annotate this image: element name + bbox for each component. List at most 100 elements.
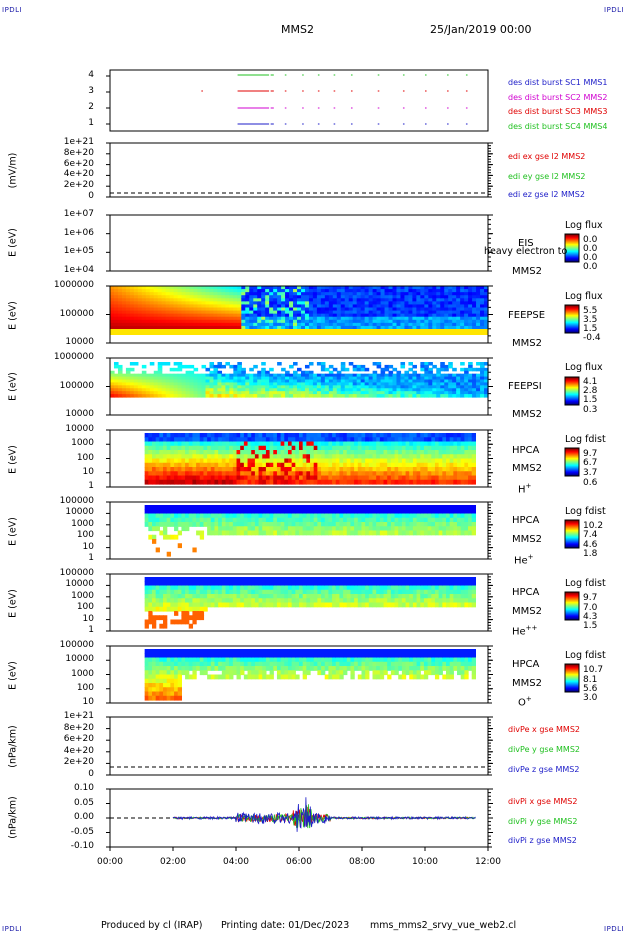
date-title: 25/Jan/2019 00:00: [430, 23, 532, 36]
hpca-he-panel-ytick-1: 10000: [65, 507, 94, 518]
hpca-he-cbar-title: Log fdist: [565, 506, 606, 517]
hpca-he2-spectrogram: [144, 577, 476, 629]
hpca-h-sc-label: MMS2: [512, 463, 542, 474]
hpca-o-panel-ytick-4: 10: [82, 697, 94, 707]
hpca-h-panel-ytick-1: 1000: [71, 438, 94, 449]
divpi-series-2: [172, 797, 476, 832]
eis-cbar-title: Log flux: [565, 220, 603, 231]
hpca-he2-panel-ytick-5: 1: [88, 625, 94, 635]
hpca-he-spectrogram-frame-over: [109, 501, 489, 560]
hpca-he-cbar-v2: 4.6: [583, 540, 598, 550]
feepsi-cbar-v0: 4.1: [583, 377, 598, 387]
hpca-he-charge: +: [527, 553, 534, 561]
hpca-he2-species: He++: [512, 624, 537, 637]
legend-edi-ez: edi ez gse l2 MMS2: [508, 190, 585, 199]
hpca-h-charge: +: [525, 482, 532, 490]
divpe-panel-ytick-3: 4e+20: [63, 745, 94, 756]
feepse-frame-over: [109, 285, 489, 344]
hpca-he2-colorbar: [565, 592, 579, 621]
hpca-he2-spectrogram-frame-over: [109, 573, 489, 632]
edi-panel-ytick-0: 1e+21: [63, 137, 94, 147]
feepsi-colorbar: [565, 377, 579, 406]
footer-printing-date: Printing date: 01/Dec/2023: [221, 920, 350, 931]
xtick-label-2: 04:00: [223, 857, 249, 867]
panel-frame-2: [109, 142, 489, 198]
burst-ytick-2: 2: [88, 102, 94, 112]
hpca-he2-species-name: He: [512, 626, 526, 638]
eis-sc-label: MMS2: [512, 266, 542, 277]
feepsi-colorbar-frame: [564, 376, 580, 406]
legend-divpi-y: divPi y gse MMS2: [508, 817, 578, 826]
hpca-h-species: H+: [518, 482, 531, 495]
eis-colorbar: [565, 234, 579, 263]
hpca-he-panel-ytick-3: 100: [76, 530, 94, 541]
eis-cbar-v2: 0.0: [583, 253, 598, 263]
feepse-sc-label: MMS2: [512, 338, 542, 349]
feepse-cbar-v2: 1.5: [583, 324, 598, 334]
hpca-he2-cbar-title: Log fdist: [565, 578, 606, 589]
feepsi-frame-over: [109, 357, 489, 416]
hpca-o-colorbar: [565, 664, 579, 693]
feepsi-instrument-label: FEEPSI: [508, 381, 542, 392]
legend-burst-sc3: des dist burst SC3 MMS3: [508, 107, 608, 116]
hpca-h-panel-ytick-0: 10000: [65, 424, 94, 434]
xtick-label-6: 12:00: [475, 857, 501, 867]
divpe-panel-ytick-4: 2e+20: [63, 757, 94, 768]
hpca-o-colorbar-frame: [564, 663, 580, 693]
corner-mark-bottom-left: IPDLI: [2, 925, 23, 933]
hpca-he2-sc-label: MMS2: [512, 606, 542, 617]
hpca-he-panel-ytick-4: 10: [82, 541, 94, 552]
hpca-he2-panel-ytick-2: 1000: [71, 590, 94, 601]
eis-cbar-v1: 0.0: [583, 244, 598, 254]
panel-frame-10: [109, 716, 489, 776]
hpca-he2-panel-ytick-3: 100: [76, 602, 94, 613]
eis-panel-ytick-1: 1e+06: [63, 227, 94, 238]
hpca-h-cbar-v1: 6.7: [583, 458, 598, 468]
xtick-label-4: 08:00: [349, 857, 375, 867]
feepsi-spectrogram: [110, 362, 489, 398]
feepsi-sc-label: MMS2: [512, 409, 542, 420]
divpi-panel-ytick-0: 0.10: [73, 783, 94, 793]
hpca-o-panel-ytick-0: 100000: [59, 640, 94, 650]
footer-filename: mms_mms2_srvy_vue_web2.cl: [370, 920, 517, 931]
legend-divpe-x: divPe x gse MMS2: [508, 725, 580, 734]
hpca-h-cbar-title: Log fdist: [565, 434, 606, 445]
burst-ytick-3: 1: [88, 118, 94, 128]
feepse-instrument-label: FEEPSE: [508, 310, 546, 321]
legend-divpe-z: divPe z gse MMS2: [508, 765, 580, 774]
hpca-o-cbar-v3: 3.0: [583, 693, 598, 703]
hpca-he2-panel-ytick-1: 10000: [65, 579, 94, 590]
hpca-o-species-name: O: [518, 697, 526, 709]
legend-burst-sc1: des dist burst SC1 MMS1: [508, 78, 608, 87]
legend-divpe-y: divPe y gse MMS2: [508, 745, 580, 754]
hpca-he-sc-label: MMS2: [512, 534, 542, 545]
burst-ytick-0: 4: [88, 70, 94, 80]
hpca-o-charge: +: [525, 695, 532, 703]
hpca-he2-colorbar-frame: [564, 591, 580, 621]
hpca-h-panel-ytick-4: 1: [88, 481, 94, 491]
legend-divpi-x: divPi x gse MMS2: [508, 797, 578, 806]
hpca-he2-cbar-v3: 1.5: [583, 621, 598, 631]
feepse-cbar-title: Log flux: [565, 291, 603, 302]
feepsi-cbar-v3: 0.3: [583, 405, 598, 415]
hpca-he2-panel-ytick-4: 10: [82, 613, 94, 624]
divpe-panel-ytick-5: 0: [88, 769, 94, 779]
hpca-he2-cbar-v1: 7.0: [583, 603, 598, 613]
corner-mark-top-right: IPDLI: [604, 6, 625, 14]
edi-panel-ytick-1: 8e+20: [63, 147, 94, 158]
xtick-label-1: 02:00: [160, 857, 186, 867]
hpca-o-panel-ytick-3: 100: [76, 682, 94, 693]
legend-edi-ex: edi ex gse l2 MMS2: [508, 152, 586, 161]
feepse-colorbar-frame: [564, 304, 580, 334]
eis-cbar-v0: 0.0: [583, 235, 598, 245]
xtick-label-5: 10:00: [412, 857, 438, 867]
feepsi-cbar-v1: 2.8: [583, 386, 598, 396]
xtick-label-3: 06:00: [286, 857, 312, 867]
eis-instrument-label: EIS: [518, 238, 534, 249]
divpi-panel-ytick-3: -0.05: [70, 826, 94, 837]
hpca-he-panel-ytick-5: 1: [88, 553, 94, 563]
divpe-panel-ytick-0: 1e+21: [63, 711, 94, 721]
eis-colorbar-frame: [564, 233, 580, 263]
hpca-o-cbar-v2: 5.6: [583, 684, 598, 694]
panel-frame-3: [109, 214, 489, 272]
